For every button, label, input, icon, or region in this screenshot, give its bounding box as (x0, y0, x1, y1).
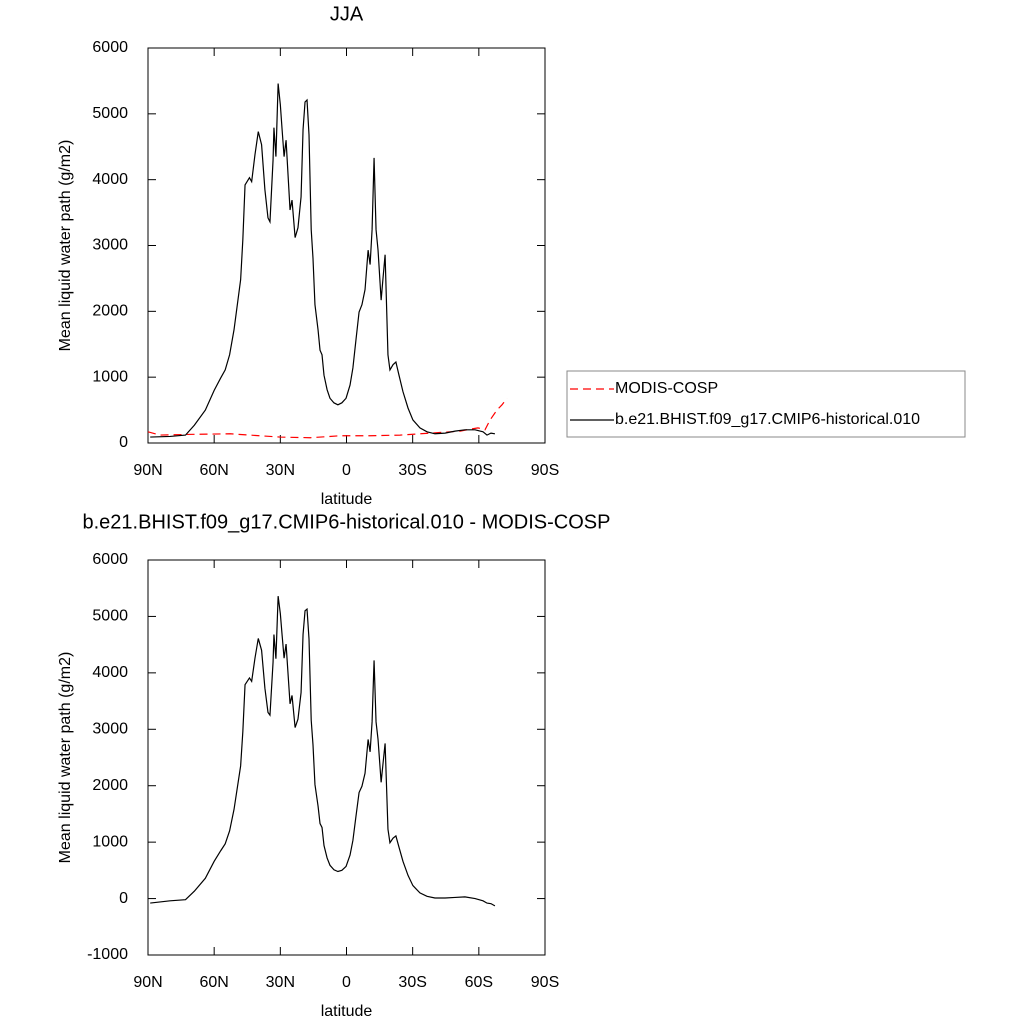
legend-label: b.e21.BHIST.f09_g17.CMIP6-historical.010 (615, 411, 920, 428)
x-axis-title: latitude (321, 1003, 373, 1020)
y-tick-label: 0 (119, 890, 128, 907)
x-tick-label: 30S (398, 974, 426, 991)
x-tick-label: 30S (398, 462, 426, 479)
y-tick-label: 4000 (92, 171, 128, 188)
x-tick-label: 0 (342, 974, 351, 991)
y-tick-label: 0 (119, 434, 128, 451)
x-tick-label: 60S (465, 974, 493, 991)
x-tick-label: 90S (531, 462, 559, 479)
y-tick-label: -1000 (87, 946, 128, 963)
x-tick-label: 90S (531, 974, 559, 991)
y-tick-label: 2000 (92, 303, 128, 320)
y-tick-label: 2000 (92, 777, 128, 794)
y-tick-label: 6000 (92, 551, 128, 568)
x-tick-label: 60N (199, 974, 228, 991)
x-tick-label: 0 (342, 462, 351, 479)
y-tick-label: 5000 (92, 608, 128, 625)
y-tick-label: 1000 (92, 368, 128, 385)
data-line (150, 83, 496, 438)
y-tick-label: 5000 (92, 105, 128, 122)
x-tick-label: 30N (266, 462, 295, 479)
x-tick-label: 90N (133, 462, 162, 479)
y-axis-title: Mean liquid water path (g/m2) (57, 140, 74, 352)
y-tick-label: 6000 (92, 39, 128, 56)
x-axis-title: latitude (321, 491, 373, 508)
y-tick-label: 3000 (92, 237, 128, 254)
y-tick-label: 1000 (92, 833, 128, 850)
chart-title: JJA (330, 3, 364, 25)
x-tick-label: 90N (133, 974, 162, 991)
data-line (150, 596, 496, 907)
x-tick-label: 60S (465, 462, 493, 479)
data-line (147, 397, 508, 439)
plot-frame (147, 559, 546, 956)
y-tick-label: 3000 (92, 721, 128, 738)
y-tick-label: 4000 (92, 664, 128, 681)
legend-box (566, 370, 966, 438)
chart-title: b.e21.BHIST.f09_g17.CMIP6-historical.010… (83, 511, 611, 533)
plot-frame (147, 47, 546, 444)
y-axis-title: Mean liquid water path (g/m2) (57, 652, 74, 864)
x-tick-label: 60N (199, 462, 228, 479)
x-tick-label: 30N (266, 974, 295, 991)
legend-label: MODIS-COSP (615, 380, 718, 397)
